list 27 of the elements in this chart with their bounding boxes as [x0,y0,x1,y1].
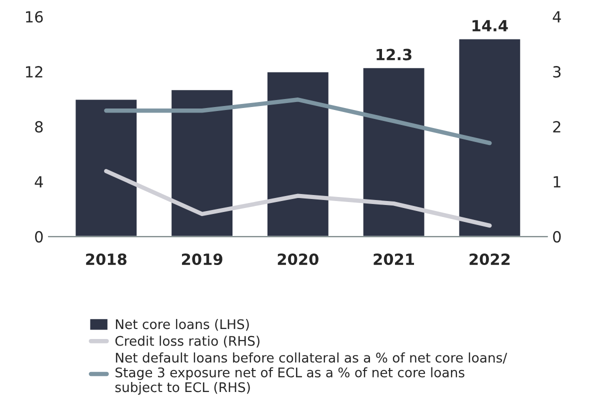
y2-tick-label: 0 [553,231,561,243]
bar [458,38,522,237]
bar [266,70,330,237]
data-label: 14.4 [472,20,508,32]
y2-tick-label: 4 [552,11,561,22]
bar [74,98,138,237]
y2-tick-label: 3 [553,66,561,78]
x-tick-label: 2019 [182,253,222,266]
y-tick-label: 16 [26,11,43,23]
y-tick-label: 0 [35,231,43,243]
bar [362,66,426,237]
x-tick-label: 2022 [470,253,510,266]
legend-label: Net default loans before collateral as a % of net core loans/ Stage 3 exposure net of ECL as a % of net core loans subject to ECL (RHS) [115,352,508,395]
data-label: 12.3 [376,48,412,60]
bar [170,88,234,237]
line-series [104,169,492,228]
x-tick-label: 2021 [374,253,414,266]
legend-label: Credit loss ratio (RHS) [115,336,260,348]
legend-label: Net core loans (LHS) [116,318,249,331]
y2-tick-label: 2 [553,121,560,132]
x-tick-label: 2018 [86,253,126,266]
x-tick-label: 2020 [278,253,318,266]
y2-tick-label: 1 [554,176,560,188]
y-tick-label: 4 [34,176,43,188]
line-series [104,98,492,146]
y-tick-label: 8 [35,121,43,133]
y-tick-label: 12 [26,66,42,78]
